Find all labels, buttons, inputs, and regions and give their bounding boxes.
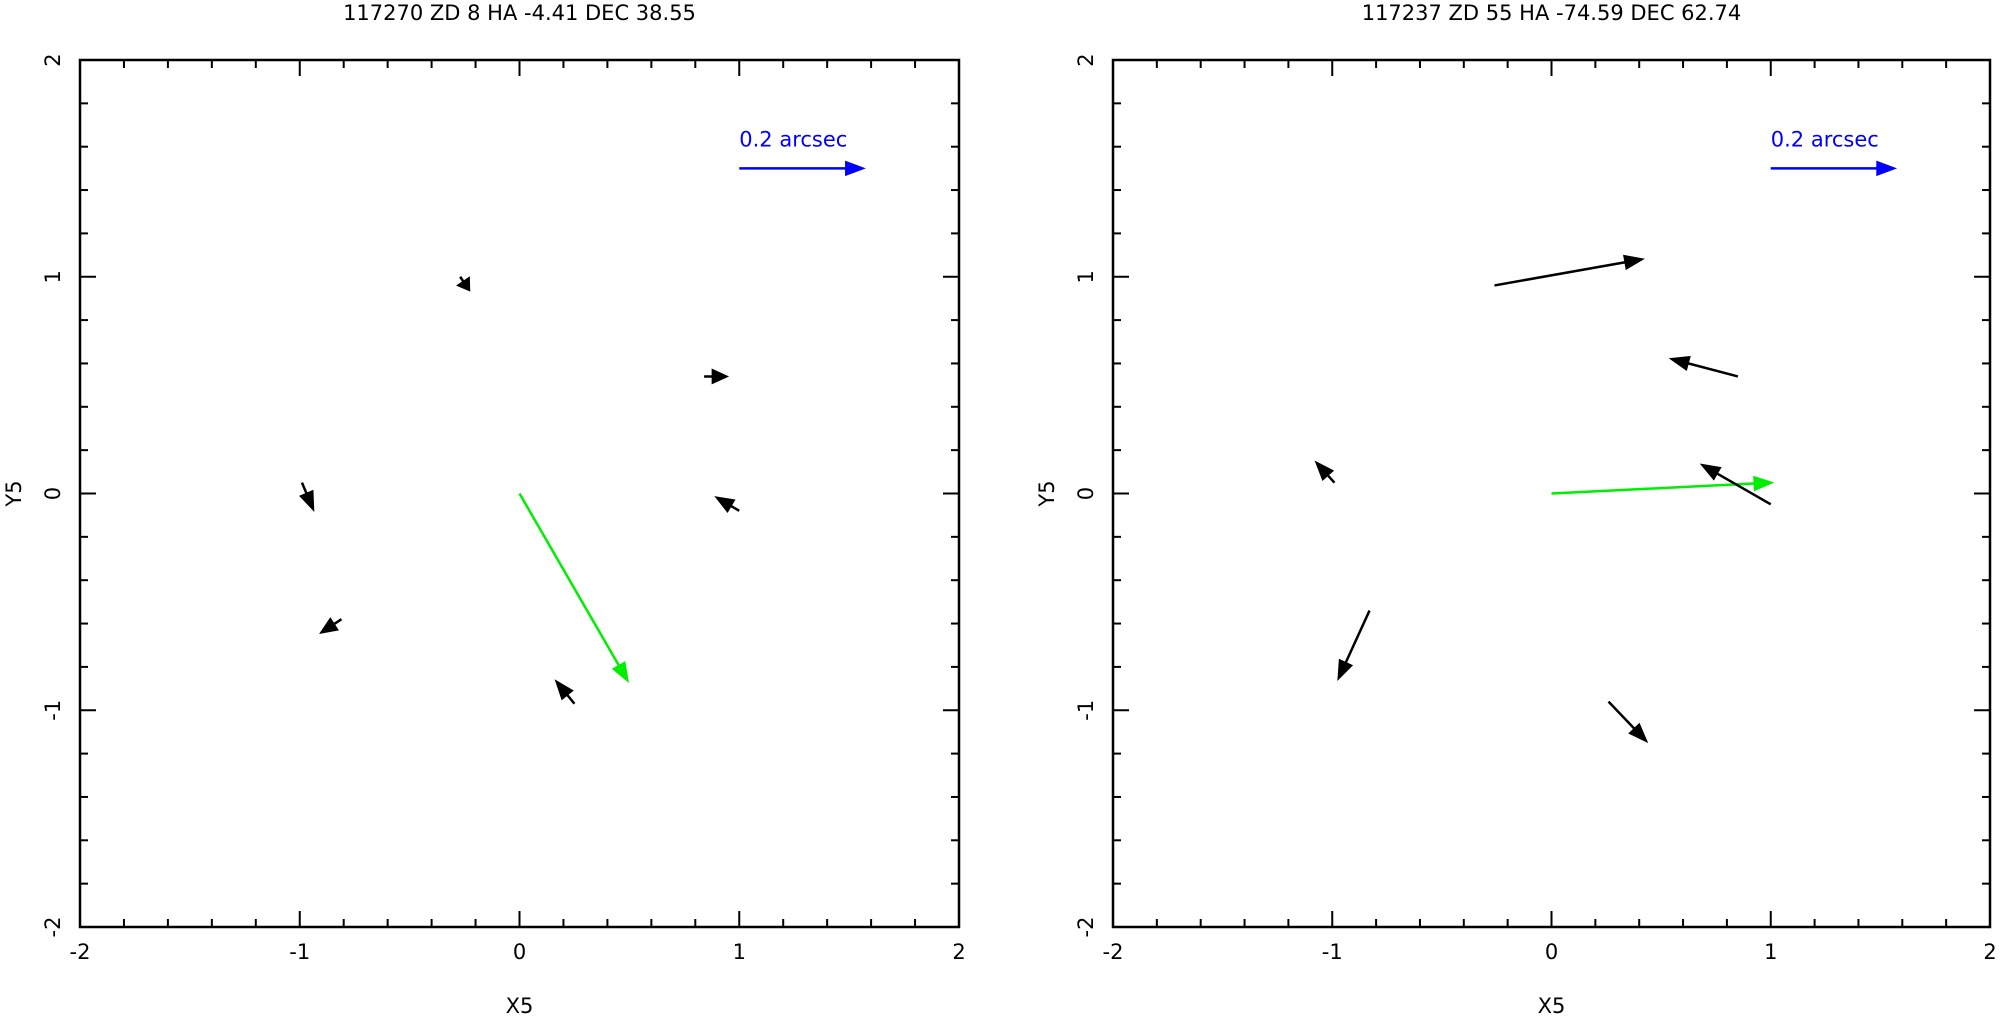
x-tick-label: -2 [70, 940, 91, 964]
y-tick-label: 0 [41, 487, 65, 500]
y-tick-label: -1 [41, 700, 65, 721]
x-tick-label: 1 [733, 940, 746, 964]
x-tick-label: 0 [1545, 940, 1558, 964]
x-tick-label: 0 [513, 940, 526, 964]
y-tick-label: 2 [1074, 53, 1098, 66]
vector-arrow [518, 492, 629, 683]
vector-arrow [319, 617, 343, 634]
x-tick-label: -1 [1322, 940, 1343, 964]
scale-label: 0.2 arcsec [1771, 127, 1879, 151]
x-tick-label: -2 [1103, 940, 1124, 964]
vector-arrow [1699, 463, 1772, 506]
vector-arrow [1314, 460, 1336, 484]
chart-title: 117270 ZD 8 HA -4.41 DEC 38.55 [343, 1, 696, 25]
vector-arrow [554, 679, 576, 705]
vector-arrow [1668, 355, 1739, 378]
vector-arrow [704, 368, 730, 385]
y-tick-label: 0 [1074, 487, 1098, 500]
scale-arrow [1770, 160, 1898, 177]
vector-arrow [1494, 254, 1645, 287]
x-axis-label: X5 [506, 994, 534, 1018]
x-tick-label: 1 [1764, 940, 1777, 964]
y-axis-label: Y5 [2, 480, 26, 507]
vector-arrow [299, 482, 315, 512]
y-tick-label: -1 [1074, 700, 1098, 721]
y-axis-label: Y5 [1035, 480, 1059, 507]
scale-label: 0.2 arcsec [739, 127, 847, 151]
y-tick-label: 1 [41, 270, 65, 283]
x-tick-label: 2 [1983, 940, 1996, 964]
chart-title: 117237 ZD 55 HA -74.59 DEC 62.74 [1362, 1, 1742, 25]
y-tick-label: -2 [41, 917, 65, 938]
x-axis-label: X5 [1538, 994, 1566, 1018]
vector-arrow [456, 276, 471, 292]
scale-arrow [739, 160, 866, 177]
y-tick-label: 2 [41, 53, 65, 66]
vector-arrow [1337, 610, 1371, 681]
x-tick-label: -1 [289, 940, 310, 964]
y-tick-label: -2 [1074, 917, 1098, 938]
vector-arrow [714, 496, 740, 514]
y-tick-label: 1 [1074, 270, 1098, 283]
x-tick-label: 2 [952, 940, 965, 964]
vector-arrow [1607, 700, 1649, 744]
